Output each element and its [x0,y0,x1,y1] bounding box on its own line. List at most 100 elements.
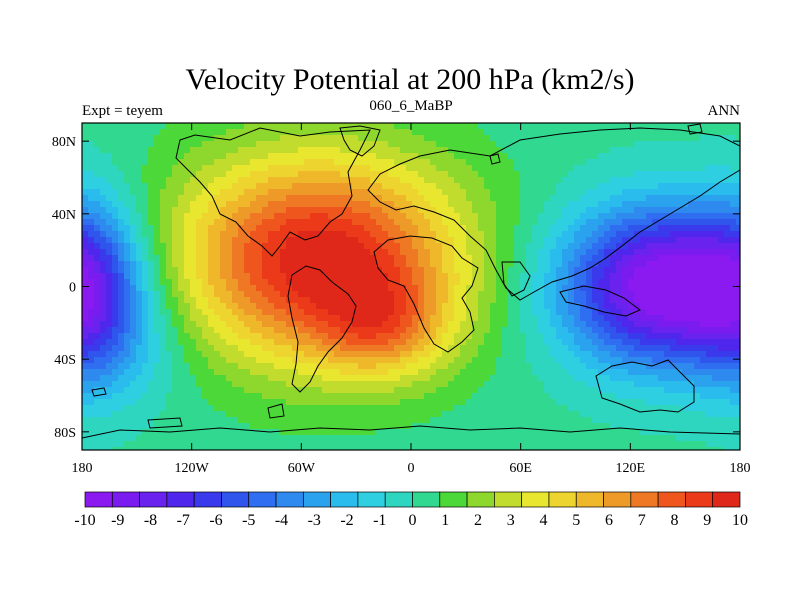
field-cell [298,333,305,340]
field-cell [406,285,413,292]
field-cell [628,177,635,184]
field-cell [568,141,575,148]
field-cell [310,183,317,190]
field-cell [688,177,695,184]
field-cell [682,129,689,136]
field-cell [106,333,113,340]
field-cell [526,309,533,316]
field-cell [172,267,179,274]
field-cell [148,261,155,268]
field-cell [268,279,275,286]
field-cell [526,375,533,382]
field-cell [580,285,587,292]
field-cell [358,147,365,154]
field-cell [340,381,347,388]
field-cell [574,387,581,394]
field-cell [94,345,101,352]
field-cell [202,267,209,274]
field-cell [148,381,155,388]
field-cell [694,225,701,232]
field-cell [634,369,641,376]
field-cell [88,183,95,190]
field-cell [520,165,527,172]
field-cell [712,327,719,334]
field-cell [280,393,287,400]
field-cell [220,213,227,220]
field-cell [328,123,335,130]
field-cell [544,261,551,268]
field-cell [670,231,677,238]
field-cell [118,213,125,220]
field-cell [118,123,125,130]
field-cell [640,225,647,232]
field-cell [616,339,623,346]
field-cell [718,189,725,196]
case-label: 060_6_MaBP [369,98,452,114]
field-cell [346,231,353,238]
field-cell [586,195,593,202]
field-cell [316,195,323,202]
field-cell [580,387,587,394]
field-cell [562,333,569,340]
field-cell [256,291,263,298]
field-cell [310,375,317,382]
field-cell [106,375,113,382]
field-cell [142,165,149,172]
field-cell [508,297,515,304]
field-cell [316,393,323,400]
field-cell [592,357,599,364]
field-cell [322,321,329,328]
field-cell [232,231,239,238]
field-cell [112,333,119,340]
field-cell [136,333,143,340]
field-cell [508,231,515,238]
field-cell [262,363,269,370]
field-cell [562,285,569,292]
field-cell [256,165,263,172]
field-cell [346,375,353,382]
field-cell [136,393,143,400]
field-cell [328,279,335,286]
field-cell [682,237,689,244]
field-cell [268,177,275,184]
field-cell [418,297,425,304]
field-cell [292,261,299,268]
field-cell [322,135,329,142]
field-cell [328,237,335,244]
field-cell [646,273,653,280]
field-cell [466,309,473,316]
field-cell [286,345,293,352]
field-cell [106,369,113,376]
field-cell [232,339,239,346]
field-cell [412,171,419,178]
field-cell [586,159,593,166]
field-cell [688,321,695,328]
field-cell [538,249,545,256]
field-cell [736,375,741,382]
field-cell [532,189,539,196]
field-cell [190,147,197,154]
field-cell [370,153,377,160]
field-cell [124,249,131,256]
field-cell [670,141,677,148]
field-cell [520,297,527,304]
field-cell [352,225,359,232]
field-cell [484,297,491,304]
field-cell [676,387,683,394]
field-cell [478,291,485,298]
field-cell [88,255,95,262]
field-cell [190,195,197,202]
field-cell [388,183,395,190]
field-cell [508,273,515,280]
field-cell [286,327,293,334]
field-cell [658,303,665,310]
field-cell [424,147,431,154]
field-cell [268,309,275,316]
field-cell [598,195,605,202]
field-cell [364,249,371,256]
field-cell [346,357,353,364]
field-cell [106,153,113,160]
field-cell [370,123,377,130]
field-cell [718,249,725,256]
field-cell [310,279,317,286]
